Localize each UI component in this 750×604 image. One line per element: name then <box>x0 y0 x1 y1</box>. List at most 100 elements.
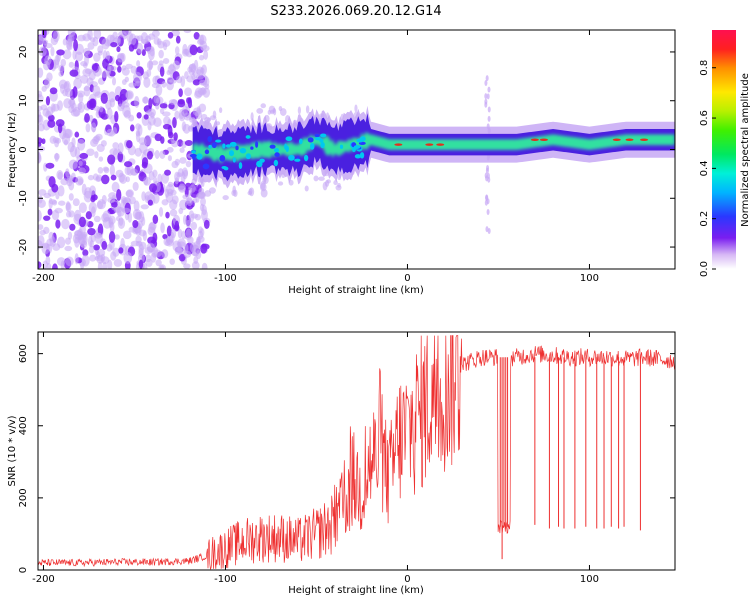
noise-cell <box>203 50 209 60</box>
scatter-cell <box>318 176 325 181</box>
figure-title: S233.2026.069.20.12.G14 <box>270 4 441 19</box>
noise-cell <box>93 52 101 62</box>
noise-cell <box>112 247 120 257</box>
noise-cell <box>79 152 89 160</box>
noise-cell <box>38 224 44 230</box>
noise-cell <box>174 220 180 231</box>
noise-cell <box>135 211 142 221</box>
snr-y-ticks: 0 200 400 600 <box>18 344 675 573</box>
stripe-cell <box>486 198 490 205</box>
noise-cell <box>186 219 191 229</box>
noise-cell <box>54 152 59 162</box>
noise-cell <box>109 164 116 177</box>
noise-cell <box>144 134 152 146</box>
noise-cell <box>100 140 107 147</box>
noise-cell <box>133 200 140 212</box>
noise-cell <box>50 46 55 57</box>
noise-cell <box>196 106 201 115</box>
noise-cell <box>159 265 165 269</box>
noise-cell <box>163 42 168 51</box>
noise-cell <box>169 258 175 265</box>
noise-cell <box>185 228 192 238</box>
noise-cell <box>94 151 99 159</box>
ridge-blob <box>250 146 254 150</box>
noise-cell <box>78 216 86 228</box>
scatter-cell <box>313 175 319 182</box>
noise-cell <box>41 243 50 249</box>
stripe-cell <box>486 208 490 215</box>
noise-cell <box>108 215 116 225</box>
noise-cell <box>88 114 94 122</box>
noise-cell <box>62 128 72 139</box>
noise-cell <box>97 167 104 174</box>
noise-cell <box>56 236 66 249</box>
ridge-blob <box>215 139 222 143</box>
noise-cell <box>119 174 128 184</box>
noise-cell <box>140 204 149 210</box>
scatter-cell <box>222 195 229 201</box>
noise-cell <box>39 229 46 236</box>
ridge-blob <box>353 145 361 149</box>
ridge-blob <box>354 154 361 159</box>
noise-cell <box>148 171 155 181</box>
y-tick-label: 400 <box>18 416 29 435</box>
noise-cell <box>183 30 192 34</box>
noise-cell <box>100 113 109 120</box>
noise-cell <box>98 105 104 113</box>
scatter-cell <box>260 188 268 198</box>
noise-cell <box>65 168 70 178</box>
ridge-blob <box>303 154 309 162</box>
noise-cell <box>138 259 144 269</box>
ridge-blob <box>284 143 288 150</box>
noise-cell <box>172 60 181 70</box>
noise-cell <box>137 124 143 136</box>
spectrogram-y-ticks: -20 -10 0 10 20 <box>18 46 675 255</box>
noise-cell <box>162 123 172 130</box>
noise-cell <box>77 139 86 151</box>
noise-cell <box>129 196 136 205</box>
ridge-blob <box>359 152 365 159</box>
noise-cell <box>65 211 72 218</box>
ridge-blob <box>298 138 303 145</box>
noise-cell <box>63 98 72 109</box>
noise-cell <box>174 171 180 182</box>
noise-cell <box>137 253 145 263</box>
noise-cell <box>75 176 84 186</box>
noise-cell <box>183 169 189 177</box>
noise-cell <box>159 103 168 109</box>
noise-cell <box>140 39 150 45</box>
x-tick-label: 0 <box>404 574 410 585</box>
noise-cell <box>136 60 141 67</box>
noise-cell <box>168 99 178 105</box>
noise-cell <box>89 240 94 248</box>
noise-cell <box>44 55 52 66</box>
noise-cell <box>130 65 137 74</box>
x-tick-label: -200 <box>32 574 55 585</box>
stripe-cell <box>484 79 488 86</box>
noise-cell <box>183 263 191 269</box>
noise-cell <box>167 131 174 139</box>
noise-cell <box>160 222 165 234</box>
noise-cell <box>68 159 78 170</box>
noise-cell <box>72 198 80 207</box>
ridge-blob <box>238 162 243 169</box>
noise-cell <box>38 137 43 145</box>
noise-cell <box>141 216 146 227</box>
noise-cell <box>98 156 104 162</box>
noise-cell <box>146 242 155 253</box>
noise-cell <box>128 82 137 88</box>
noise-cell <box>38 105 43 112</box>
noise-cell <box>165 211 170 219</box>
noise-cell <box>191 261 200 269</box>
noise-cell <box>43 215 51 221</box>
noise-cell <box>141 49 146 56</box>
noise-cell <box>195 74 205 80</box>
noise-cell <box>186 196 193 207</box>
noise-cell <box>97 261 103 269</box>
noise-cell <box>159 150 166 159</box>
noise-cell <box>109 148 119 156</box>
noise-cell <box>112 127 118 135</box>
noise-cell <box>73 39 79 52</box>
ridge-blob <box>320 133 327 138</box>
noise-cell <box>151 60 159 66</box>
